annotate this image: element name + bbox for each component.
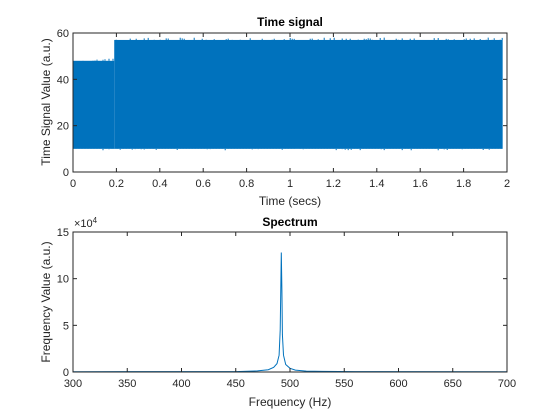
time-signal-xtick-label: 1.6 <box>413 178 428 190</box>
time-signal-xtick-label: 1.8 <box>456 178 471 190</box>
time-signal-xtick-label: 2 <box>504 178 510 190</box>
time-signal-xtick-label: 0 <box>70 178 76 190</box>
time-signal-signal-spikes-low <box>72 148 113 151</box>
spectrum-xtick-label: 700 <box>498 378 516 390</box>
spectrum-ylabel: Frequency Value (a.u.) <box>39 241 53 362</box>
time-signal-title: Time signal <box>257 15 323 29</box>
spectrum-plot-area <box>72 252 508 373</box>
time-signal-axes: Time signal 0 0.2 0.4 0.6 0.8 1 1.2 1.4 1.6 1.8 2 … <box>39 15 510 208</box>
spectrum-axes: Spectrum 300 350 400 450 500 550 600 650 700 0 5 1… <box>39 215 516 409</box>
spectrum-ytick-label: 15 <box>57 227 69 239</box>
spectrum-xtick-label: 650 <box>444 378 462 390</box>
spectrum-xtick-label: 450 <box>227 378 245 390</box>
spectrum-xtick-label: 300 <box>64 378 82 390</box>
time-signal-xtick-label: 1.4 <box>369 178 384 190</box>
spectrum-axes-box <box>72 231 508 373</box>
spectrum-title: Spectrum <box>262 215 317 229</box>
time-signal-xtick-label: 0.4 <box>152 178 167 190</box>
spectrum-series-line <box>72 252 508 373</box>
time-signal-signal-spikes <box>72 58 114 61</box>
spectrum-xtick-label: 550 <box>335 378 353 390</box>
time-signal-xlabel: Time (secs) <box>259 194 321 208</box>
spectrum-ytick-label: 0 <box>63 367 69 379</box>
time-signal-signal-spikes <box>113 37 503 40</box>
time-signal-signal-spikes-low <box>113 148 502 151</box>
time-signal-xtick-label: 0.2 <box>109 178 124 190</box>
time-signal-xtick-label: 0.8 <box>239 178 254 190</box>
time-signal-ytick-label: 20 <box>57 121 69 133</box>
time-signal-xtick-label: 1.2 <box>326 178 341 190</box>
time-signal-ytick-label: 0 <box>63 167 69 179</box>
time-signal-signal-band <box>114 39 503 149</box>
time-signal-ylabel: Time Signal Value (a.u.) <box>39 38 53 165</box>
spectrum-xlabel: Frequency (Hz) <box>249 395 332 409</box>
time-signal-plot-area <box>72 37 503 151</box>
time-signal-signal-band <box>73 60 115 149</box>
spectrum-exponent-label: ×104 <box>74 216 98 230</box>
time-signal-ytick-label: 60 <box>57 28 69 40</box>
time-signal-xtick-label: 0.6 <box>196 178 211 190</box>
spectrum-xtick-label: 400 <box>172 378 190 390</box>
spectrum-ytick-label: 10 <box>57 274 69 286</box>
time-signal-xtick-label: 1 <box>287 178 293 190</box>
time-signal-ytick-label: 40 <box>57 74 69 86</box>
spectrum-ytick-label: 5 <box>63 320 69 332</box>
spectrum-xtick-label: 350 <box>118 378 136 390</box>
spectrum-xtick-label: 600 <box>389 378 407 390</box>
spectrum-xtick-label: 500 <box>281 378 299 390</box>
